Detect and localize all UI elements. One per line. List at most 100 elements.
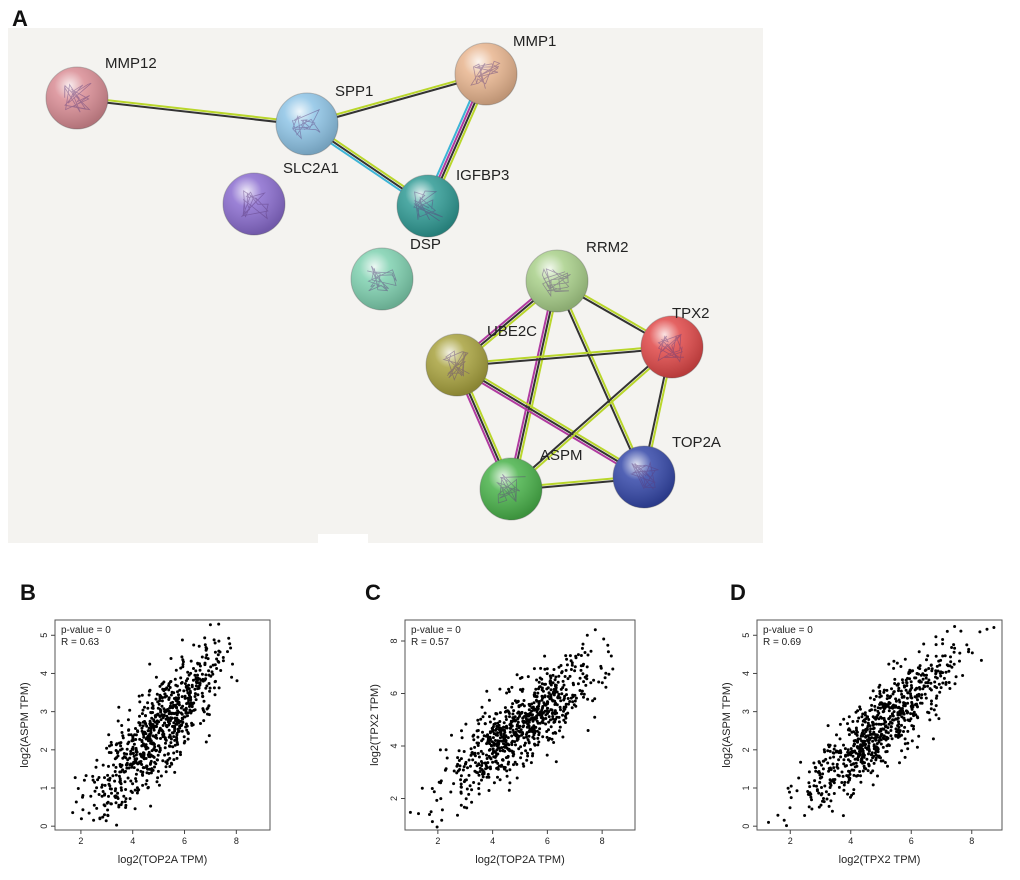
scatter-point: [903, 755, 907, 759]
scatter-point: [525, 725, 529, 729]
scatter-point: [537, 687, 540, 691]
scatter-point: [843, 747, 847, 751]
scatter-point: [524, 749, 528, 753]
scatter-point: [106, 808, 110, 812]
scatter-point: [855, 733, 859, 737]
scatter-point: [196, 687, 200, 691]
node-mmp12[interactable]: MMP12: [45, 55, 157, 130]
scatter-point: [873, 704, 877, 708]
scatter-point: [175, 733, 179, 737]
node-igfbp3[interactable]: IGFBP3: [396, 167, 509, 238]
scatter-point: [215, 657, 219, 661]
scatter-point: [897, 720, 900, 724]
node-top2a[interactable]: TOP2A: [612, 434, 721, 509]
protein-structure-icon: [541, 268, 571, 298]
scatter-point: [179, 666, 183, 670]
scatter-point: [828, 756, 832, 760]
scatter-point: [498, 746, 502, 750]
node-tpx2[interactable]: TPX2: [640, 305, 710, 379]
scatter-point: [523, 741, 527, 745]
scatter-point: [865, 757, 869, 761]
scatter-point: [510, 724, 514, 728]
scatter-point: [164, 760, 168, 764]
scatter-point: [882, 737, 886, 741]
scatter-point: [214, 679, 217, 683]
scatter-point: [175, 740, 179, 744]
scatter-point: [898, 730, 902, 733]
scatter-point: [535, 695, 539, 699]
scatter-point: [125, 752, 129, 756]
y-tick-label: 5: [39, 633, 49, 638]
scatter-point: [161, 724, 165, 727]
scatter-point: [554, 675, 558, 679]
node-rrm2[interactable]: RRM2: [525, 239, 629, 313]
y-tick-label: 1: [741, 785, 751, 790]
scatter-point: [184, 711, 188, 715]
scatter-point: [544, 722, 548, 726]
scatter-point: [842, 783, 846, 787]
node-gloss: [455, 43, 517, 105]
scatter-point: [549, 718, 552, 722]
scatter-point: [550, 711, 554, 715]
scatter-point: [894, 699, 898, 703]
scatter-point: [166, 752, 170, 756]
scatter-point: [894, 704, 898, 708]
scatter-point: [896, 716, 900, 720]
scatter-point: [458, 764, 462, 768]
node-mmp1[interactable]: MMP1: [454, 33, 556, 106]
scatter-point: [835, 762, 839, 766]
node-slc2a1[interactable]: SLC2A1: [222, 160, 339, 236]
scatter-point: [882, 690, 886, 694]
node-ube2c[interactable]: UBE2C: [425, 323, 537, 397]
node-aspm[interactable]: ASPM: [479, 447, 583, 521]
scatter-point: [889, 720, 892, 724]
scatter-point: [196, 676, 200, 680]
scatter-point: [452, 769, 456, 773]
scatter-point: [494, 742, 498, 746]
scatter-point: [178, 750, 182, 754]
scatter-point: [934, 672, 938, 676]
scatter-point: [432, 790, 436, 794]
scatter-point: [101, 763, 105, 767]
scatter-point: [126, 758, 130, 762]
scatter-point: [831, 751, 835, 755]
scatter-point: [457, 749, 461, 753]
scatter-point: [906, 676, 909, 680]
scatter-point: [105, 746, 109, 750]
scatter-point: [123, 780, 127, 784]
scatter-point: [498, 711, 502, 715]
scatter-point: [228, 642, 232, 646]
scatter-point: [538, 685, 542, 689]
scatter-point: [545, 706, 549, 710]
scatter-point: [545, 702, 549, 706]
scatter-point: [593, 715, 597, 719]
scatter-point: [173, 743, 177, 747]
node-label: DSP: [410, 236, 441, 253]
node-dsp[interactable]: DSP: [350, 236, 441, 311]
scatter-point: [174, 722, 178, 726]
scatter-point: [217, 639, 221, 643]
scatter-point: [767, 820, 770, 824]
scatter-point: [824, 757, 828, 761]
r-value-annotation: R = 0.69: [763, 637, 802, 648]
scatter-point: [483, 711, 487, 715]
scatter-point: [196, 673, 199, 677]
scatter-point: [485, 757, 489, 760]
scatter-point: [186, 737, 190, 741]
scatter-point: [430, 787, 434, 790]
scatter-point: [134, 748, 138, 752]
node-spp1[interactable]: SPP1: [275, 83, 373, 156]
scatter-point: [122, 752, 126, 755]
scatter-point: [842, 758, 846, 762]
scatter-point: [439, 781, 443, 785]
scatter-point: [477, 787, 481, 790]
scatter-point: [924, 676, 928, 680]
scatter-point: [564, 668, 568, 672]
scatter-point: [91, 778, 95, 782]
scatter-point: [209, 665, 213, 669]
scatter-point: [142, 733, 146, 737]
scatter-point: [543, 654, 547, 658]
scatter-point: [947, 681, 951, 684]
y-tick-label: 6: [389, 691, 399, 696]
scatter-point: [929, 702, 933, 706]
